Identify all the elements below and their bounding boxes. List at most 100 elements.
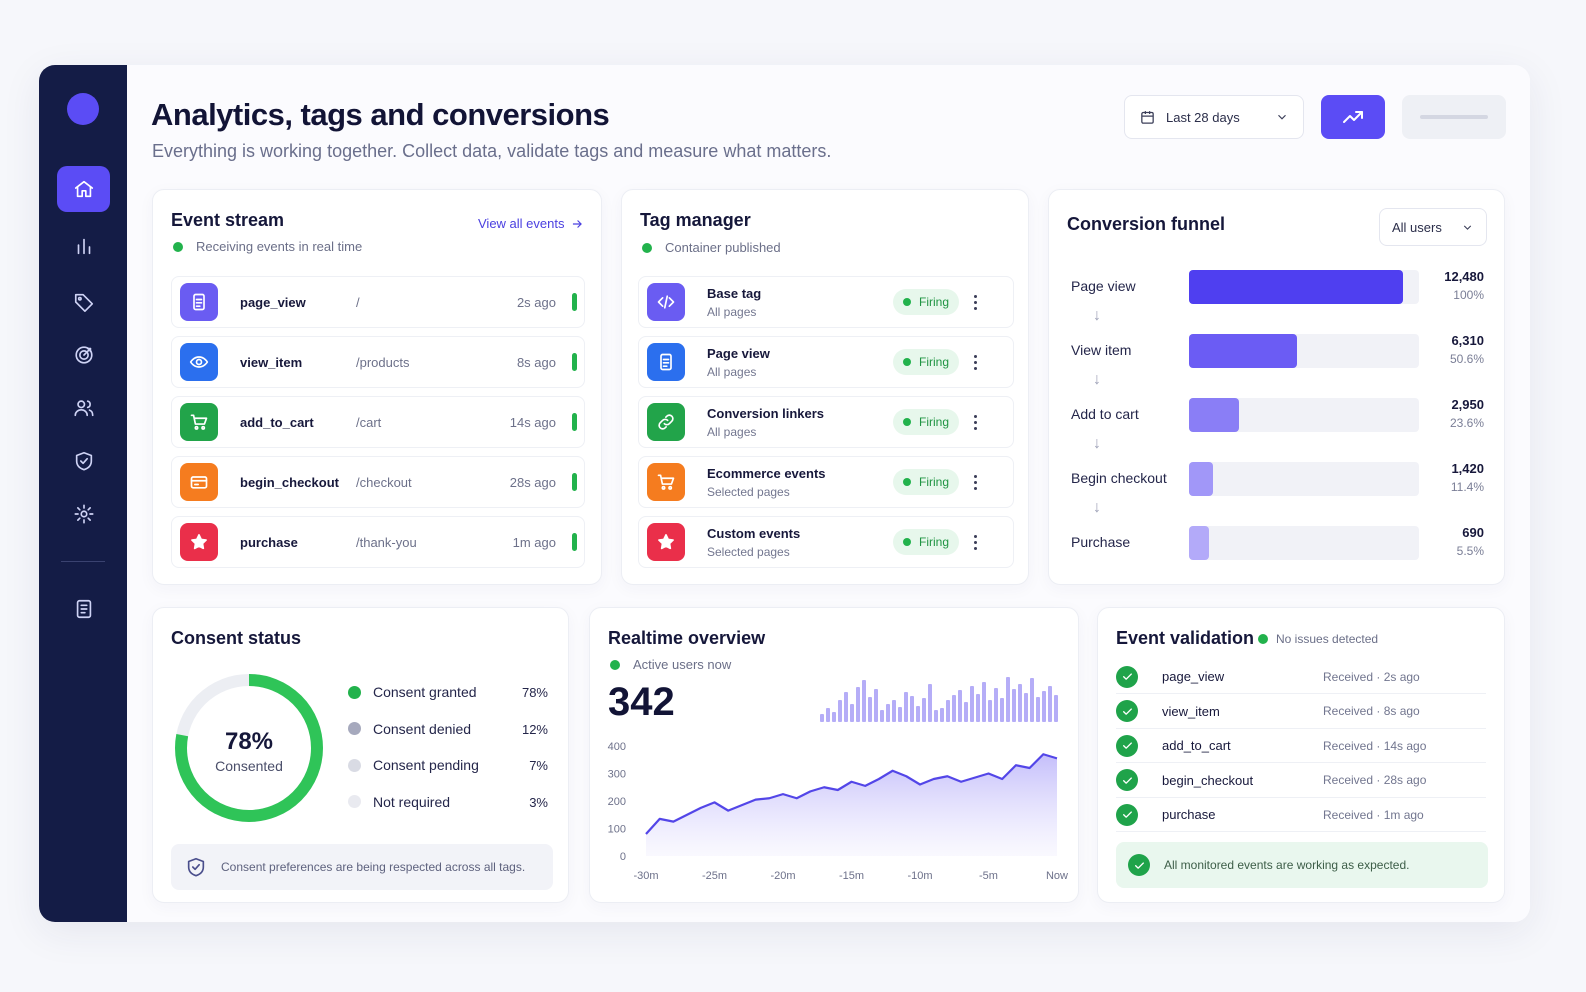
sidebar-item-settings[interactable]	[57, 491, 110, 537]
more-options-icon[interactable]	[973, 534, 977, 550]
sidebar-divider	[61, 561, 105, 562]
realtime-overview-title: Realtime overview	[608, 628, 766, 648]
status-dot	[610, 659, 620, 670]
check-circle-icon	[1116, 803, 1138, 826]
validation-event-name: begin_checkout	[1162, 772, 1254, 788]
sparkline-bar	[940, 708, 944, 722]
card-icon	[190, 476, 208, 489]
firing-dot	[903, 478, 911, 486]
more-options-icon[interactable]	[973, 414, 977, 430]
legend-percent: 3%	[529, 794, 548, 810]
tag-icon	[74, 293, 93, 312]
tag-manager-title: Tag manager	[640, 210, 751, 230]
firing-badge: Firing	[893, 469, 960, 495]
event-time: 2s ago	[516, 294, 556, 310]
sparkline-bar	[982, 682, 986, 722]
tag-row[interactable]: Ecommerce events Selected pages Firing	[638, 456, 1014, 508]
tag-manager-status: Container published	[642, 240, 781, 255]
tag-row[interactable]: Conversion linkers All pages Firing	[638, 396, 1014, 448]
firing-badge: Firing	[893, 289, 960, 315]
validation-row[interactable]: page_view Received · 2s ago	[1116, 660, 1486, 694]
funnel-step-value: 690	[1462, 525, 1484, 540]
more-options-icon[interactable]	[973, 294, 977, 310]
link-badge	[647, 403, 685, 441]
code-icon	[657, 295, 675, 309]
y-tick-label: 0	[620, 851, 626, 863]
tag-manager-status-text: Container published	[665, 240, 781, 255]
event-status-bar	[572, 293, 577, 311]
sidebar-item-tags[interactable]	[57, 279, 110, 325]
shield-icon	[75, 451, 92, 471]
validation-event-status: Received · 8s ago	[1323, 704, 1420, 718]
card-badge	[180, 463, 218, 501]
funnel-step-label: View item	[1071, 342, 1132, 358]
validation-event-status: Received · 2s ago	[1323, 669, 1420, 684]
link-icon	[658, 414, 674, 430]
firing-label: Firing	[919, 475, 950, 489]
realtime-status: Active users now	[610, 657, 731, 672]
sparkline-bar	[1000, 698, 1004, 722]
event-row[interactable]: begin_checkout/checkout 28s ago	[171, 456, 585, 508]
cart-icon	[657, 474, 675, 490]
event-time: 1m ago	[512, 534, 556, 550]
sidebar-item-users[interactable]	[57, 385, 110, 431]
sparkline-bar	[916, 706, 920, 722]
tag-row[interactable]: Custom events Selected pages Firing	[638, 516, 1014, 568]
page-badge	[180, 283, 218, 321]
chevron-down-icon	[1278, 114, 1286, 120]
target-icon	[74, 346, 93, 364]
sparkline-bar	[988, 700, 992, 722]
trend-up-icon	[1343, 111, 1363, 123]
event-row[interactable]: add_to_cart/cart 14s ago	[171, 396, 585, 448]
sidebar-item-home[interactable]	[57, 166, 110, 212]
sparkline-bar	[958, 690, 962, 722]
sparkline-bar	[970, 686, 974, 722]
sidebar-item-analytics[interactable]	[57, 223, 110, 269]
consent-note-text: Consent preferences are being respected …	[221, 860, 526, 874]
tag-scope: All pages	[707, 304, 757, 319]
date-range-select[interactable]: Last 28 days	[1124, 95, 1304, 139]
sparkline-bar	[886, 704, 890, 722]
funnel-bar	[1189, 334, 1297, 368]
more-options-icon[interactable]	[973, 474, 977, 490]
validation-row[interactable]: add_to_cart Received · 14s ago	[1116, 729, 1486, 763]
audience-select[interactable]: All users	[1379, 208, 1487, 246]
tag-row[interactable]: Base tag All pages Firing	[638, 276, 1014, 328]
trend-button[interactable]	[1321, 95, 1385, 139]
legend-percent: 78%	[521, 685, 548, 700]
event-time: 14s ago	[509, 414, 556, 430]
event-row[interactable]: view_item/products 8s ago	[171, 336, 585, 388]
sparkline-bar	[898, 707, 902, 722]
event-stream-status: Receiving events in real time	[173, 239, 362, 254]
view-all-events-link[interactable]: View all events	[478, 216, 584, 231]
firing-dot	[903, 538, 911, 546]
sparkline-bar	[1054, 695, 1058, 722]
sidebar-item-goals[interactable]	[57, 332, 110, 378]
arrow-right-icon	[573, 219, 583, 228]
sparkline-bar	[946, 700, 950, 722]
consent-legend-item: Consent granted	[348, 684, 477, 700]
logo[interactable]	[67, 93, 99, 125]
tag-row[interactable]: Page view All pages Firing	[638, 336, 1014, 388]
more-options-icon[interactable]	[973, 354, 977, 370]
sparkline-bar	[922, 698, 926, 722]
event-validation-title: Event validation	[1116, 628, 1255, 648]
donut-granted-arc	[175, 674, 323, 822]
validation-row[interactable]: view_item Received · 8s ago	[1116, 695, 1486, 729]
y-tick-label: 100	[608, 824, 626, 836]
sidebar-item-reports[interactable]	[57, 586, 110, 632]
placeholder-button[interactable]	[1402, 95, 1506, 139]
event-row[interactable]: page_view / 2s ago	[171, 276, 585, 328]
active-users-count: 342	[608, 680, 675, 724]
validation-row[interactable]: purchase Received · 1m ago	[1116, 798, 1486, 832]
sidebar-item-privacy[interactable]	[57, 438, 110, 484]
validation-row[interactable]: begin_checkout Received · 28s ago	[1116, 764, 1486, 798]
consent-legend-item: Consent denied	[348, 721, 471, 737]
event-name: add_to_cart	[240, 414, 314, 430]
tag-info: Conversion linkers All pages	[707, 406, 893, 439]
sparkline-bar	[826, 708, 830, 722]
funnel-step-value: 12,480	[1444, 269, 1484, 284]
funnel-step-value: 1,420	[1451, 461, 1484, 476]
sparkline-bar	[1030, 678, 1034, 722]
event-row[interactable]: purchase/thank-you 1m ago	[171, 516, 585, 568]
